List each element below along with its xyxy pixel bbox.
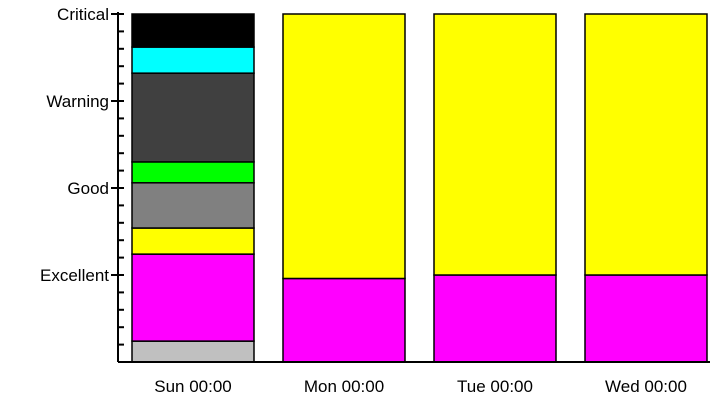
x-tick-label-sun-00-00: Sun 00:00	[154, 377, 232, 396]
bar-segment-tue-00-00-s2	[433, 13, 557, 276]
bar-segment-sun-00-00-s1	[131, 253, 255, 342]
bar-segment-sun-00-00-s7	[131, 13, 255, 48]
x-tick-label-mon-00-00: Mon 00:00	[304, 377, 384, 396]
bars-layer	[131, 13, 708, 363]
bar-segment-sun-00-00-s2	[131, 227, 255, 255]
bar-segment-wed-00-00-s2	[584, 13, 708, 276]
y-axis: Excellent Good Warning Critical	[40, 5, 710, 363]
y-tick-label-critical: Critical	[57, 5, 109, 24]
y-tick-label-good: Good	[67, 179, 109, 198]
bar-segment-sun-00-00-s4	[131, 161, 255, 184]
bar-segment-sun-00-00-s5	[131, 72, 255, 163]
bar-segment-tue-00-00-s1	[433, 274, 557, 363]
x-axis-labels: Sun 00:00 Mon 00:00 Tue 00:00 Wed 00:00	[154, 377, 687, 396]
x-tick-label-tue-00-00: Tue 00:00	[457, 377, 533, 396]
bar-segment-mon-00-00-s2	[282, 13, 406, 280]
bar-segment-wed-00-00-s1	[584, 274, 708, 363]
y-tick-label-warning: Warning	[46, 92, 109, 111]
x-tick-label-wed-00-00: Wed 00:00	[605, 377, 687, 396]
bar-segment-mon-00-00-s1	[282, 277, 406, 363]
y-tick-label-excellent: Excellent	[40, 266, 109, 285]
bar-segment-sun-00-00-s0	[131, 340, 255, 363]
bar-segment-sun-00-00-s3	[131, 182, 255, 229]
bar-segment-sun-00-00-s6	[131, 46, 255, 74]
